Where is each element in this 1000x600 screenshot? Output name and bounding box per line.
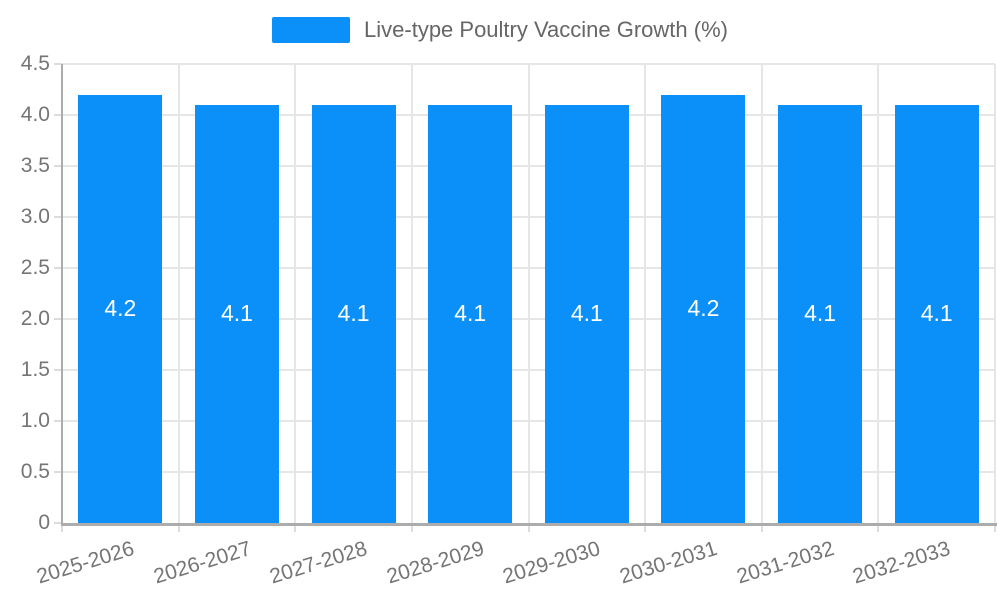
x-tick-label: 2027-2028 — [267, 537, 370, 589]
bar-value-label: 4.1 — [920, 299, 953, 326]
legend-swatch — [272, 17, 351, 43]
bar-value-label: 4.1 — [454, 299, 487, 326]
x-axis-tick — [294, 525, 297, 532]
x-axis-tick — [527, 525, 530, 532]
y-axis-tick — [54, 522, 62, 524]
x-axis-tick — [410, 525, 413, 532]
bar[interactable] — [78, 94, 163, 523]
y-axis-tick — [54, 267, 62, 269]
bar-value-label: 4.2 — [687, 294, 720, 321]
y-tick-label: 0 — [38, 511, 50, 534]
y-axis-tick — [54, 216, 62, 218]
gridline-vertical — [177, 64, 180, 523]
x-tick-label: 2028-2029 — [383, 537, 487, 589]
x-axis-tick — [61, 525, 63, 532]
y-tick-label: 1.5 — [20, 358, 50, 381]
bar-value-label: 4.1 — [804, 299, 837, 326]
y-axis-tick — [54, 471, 62, 473]
bar[interactable] — [544, 104, 629, 523]
x-axis-tick — [760, 525, 763, 532]
x-axis-tick — [994, 525, 996, 532]
gridline-vertical — [760, 64, 763, 523]
x-axis-tick — [877, 525, 880, 532]
y-tick-label: 4.0 — [20, 103, 50, 126]
x-tick-label: 2032-2033 — [850, 537, 954, 589]
y-axis-tick — [54, 165, 62, 167]
gridline-vertical — [644, 64, 647, 523]
bar[interactable] — [661, 94, 746, 523]
y-tick-label: 2.5 — [20, 256, 50, 279]
y-tick-label: 1.0 — [20, 409, 50, 432]
bar[interactable] — [894, 104, 979, 523]
gridline-vertical — [410, 64, 413, 523]
y-tick-label: 3.5 — [20, 154, 50, 177]
y-axis-tick — [54, 63, 62, 65]
x-tick-label: 2026-2027 — [150, 537, 254, 589]
bar-value-label: 4.2 — [104, 294, 137, 321]
x-axis-tick — [177, 525, 180, 532]
y-tick-label: 4.5 — [20, 52, 50, 75]
y-axis-tick — [54, 420, 62, 422]
x-axis-tick — [644, 525, 647, 532]
y-tick-label: 2.0 — [20, 307, 50, 330]
gridline-vertical — [527, 64, 530, 523]
chart-legend[interactable]: Live-type Poultry Vaccine Growth (%) — [0, 17, 1000, 43]
bar-value-label: 4.1 — [570, 299, 603, 326]
x-tick-label: 2031-2032 — [733, 537, 837, 589]
bar[interactable] — [311, 104, 396, 523]
bar[interactable] — [194, 104, 279, 523]
legend-label: Live-type Poultry Vaccine Growth (%) — [364, 17, 728, 42]
bar-value-label: 4.1 — [337, 299, 370, 326]
bar[interactable] — [428, 104, 513, 523]
x-tick-label: 2025-2026 — [33, 537, 137, 589]
bar[interactable] — [778, 104, 863, 523]
y-tick-label: 0.5 — [20, 460, 50, 483]
bar-value-label: 4.1 — [220, 299, 253, 326]
y-tick-label: 3.0 — [20, 205, 50, 228]
y-axis-tick — [54, 114, 62, 116]
gridline-vertical — [877, 64, 880, 523]
gridline-vertical — [294, 64, 297, 523]
x-tick-label: 2029-2030 — [500, 537, 604, 589]
y-axis-tick — [54, 369, 62, 371]
x-axis-line — [61, 523, 997, 526]
x-tick-label: 2030-2031 — [617, 537, 720, 589]
y-axis-line — [61, 64, 63, 525]
gridline-vertical — [994, 64, 996, 523]
y-axis-tick — [54, 318, 62, 320]
